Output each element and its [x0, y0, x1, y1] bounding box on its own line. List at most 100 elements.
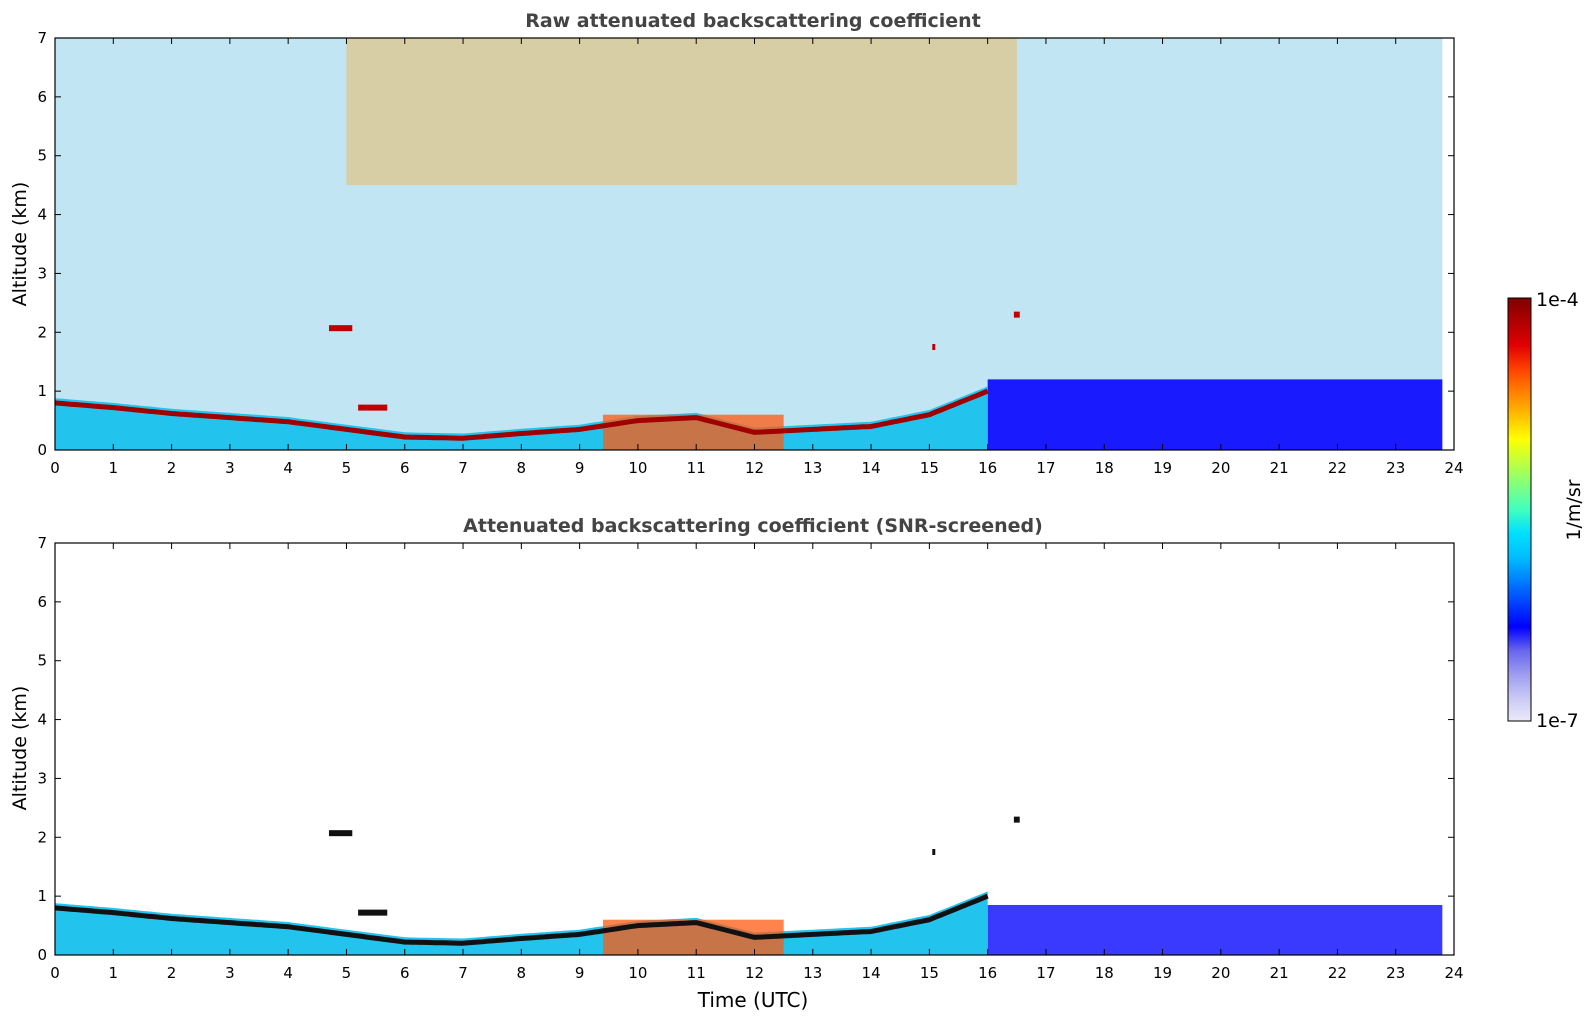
cloud-feature	[1013, 816, 1020, 823]
cloud-feature	[1013, 311, 1020, 318]
x-tick-label: 23	[1386, 964, 1405, 982]
x-tick-label: 8	[517, 459, 527, 477]
x-tick-label: 3	[225, 964, 235, 982]
x-tick-label: 15	[920, 459, 939, 477]
panel-title: Attenuated backscattering coefficient (S…	[463, 515, 1043, 537]
panel-snr-screened: Attenuated backscattering coefficient (S…	[9, 515, 1464, 1012]
y-tick-label: 7	[37, 29, 47, 47]
cloud-feature	[358, 909, 388, 916]
x-tick-label: 0	[50, 964, 60, 982]
x-tick-label: 3	[225, 459, 235, 477]
y-tick-label: 1	[37, 382, 47, 400]
x-tick-label: 8	[517, 964, 527, 982]
low-signal-region	[987, 379, 1443, 450]
x-tick-label: 20	[1211, 459, 1230, 477]
y-tick-label: 1	[37, 887, 47, 905]
x-tick-label: 24	[1444, 964, 1463, 982]
x-tick-label: 1	[109, 459, 119, 477]
colorbar-max-label: 1e-4	[1536, 289, 1579, 311]
heatmap-area	[54, 38, 1443, 450]
cloud-feature	[932, 344, 936, 350]
boundary-layer	[55, 891, 988, 955]
x-tick-label: 17	[1036, 964, 1055, 982]
y-tick-label: 0	[37, 441, 47, 459]
panel-raw: Raw attenuated backscattering coefficien…	[9, 10, 1464, 477]
x-axis: 0 1 2 3 4 5 6 7 8 9 10 11 12 13 14 15 16 17 18 19 20 21 22 23 24	[50, 543, 1464, 982]
x-tick-label: 21	[1270, 459, 1289, 477]
x-tick-label: 4	[283, 459, 293, 477]
x-tick-label: 11	[687, 964, 706, 982]
y-axis: 0 1 2 3 4 5 6 7	[37, 534, 1454, 964]
y-tick-label: 0	[37, 946, 47, 964]
x-tick-label: 9	[575, 964, 585, 982]
x-tick-label: 18	[1095, 964, 1114, 982]
x-tick-label: 13	[803, 964, 822, 982]
y-tick-label: 7	[37, 534, 47, 552]
x-tick-label: 12	[745, 459, 764, 477]
high-noise-region	[346, 38, 1017, 186]
x-tick-label: 19	[1153, 964, 1172, 982]
x-tick-label: 12	[745, 964, 764, 982]
y-tick-label: 6	[37, 593, 47, 611]
x-tick-label: 13	[803, 459, 822, 477]
x-tick-label: 11	[687, 459, 706, 477]
y-tick-label: 6	[37, 88, 47, 106]
layer-top-line	[54, 893, 989, 946]
x-tick-label: 10	[628, 459, 647, 477]
x-tick-label: 6	[400, 964, 410, 982]
cloud-feature	[328, 830, 353, 837]
panel-title: Raw attenuated backscattering coefficien…	[525, 10, 981, 32]
x-tick-label: 22	[1328, 964, 1347, 982]
x-tick-label: 4	[283, 964, 293, 982]
x-tick-label: 15	[920, 964, 939, 982]
x-tick-label: 6	[400, 459, 410, 477]
plot-frame	[54, 542, 1455, 956]
x-tick-label: 23	[1386, 459, 1405, 477]
x-tick-label: 2	[167, 964, 177, 982]
x-tick-label: 14	[862, 964, 881, 982]
x-tick-label: 0	[50, 459, 60, 477]
y-tick-label: 5	[37, 147, 47, 165]
x-tick-label: 14	[862, 459, 881, 477]
y-tick-label: 4	[37, 206, 47, 224]
x-tick-label: 9	[575, 459, 585, 477]
x-axis-label: Time (UTC)	[697, 988, 809, 1012]
x-tick-label: 19	[1153, 459, 1172, 477]
cloud-feature	[328, 325, 353, 332]
x-tick-label: 20	[1211, 964, 1230, 982]
x-tick-label: 7	[458, 964, 468, 982]
x-tick-label: 21	[1270, 964, 1289, 982]
y-axis-label: Altitude (km)	[9, 182, 31, 307]
x-tick-label: 18	[1095, 459, 1114, 477]
y-axis-label: Altitude (km)	[9, 686, 31, 811]
y-tick-label: 2	[37, 828, 47, 846]
y-tick-label: 3	[37, 264, 47, 282]
x-tick-label: 16	[978, 459, 997, 477]
cloud-feature	[358, 404, 388, 411]
x-tick-label: 16	[978, 964, 997, 982]
low-signal-region	[987, 904, 1443, 955]
x-tick-label: 2	[167, 459, 177, 477]
y-tick-label: 4	[37, 711, 47, 729]
x-tick-label: 5	[342, 459, 352, 477]
y-tick-label: 2	[37, 323, 47, 341]
x-tick-label: 24	[1444, 459, 1463, 477]
x-tick-label: 10	[628, 964, 647, 982]
x-axis: 0 1 2 3 4 5 6 7 8 9 10 11 12 13 14 15 16 17 18 19 20 21 22 23 24	[50, 38, 1464, 477]
layer-top-line	[54, 388, 989, 441]
x-tick-label: 7	[458, 459, 468, 477]
colorbar-unit-label: 1/m/sr	[1563, 479, 1585, 540]
x-tick-label: 22	[1328, 459, 1347, 477]
y-tick-label: 3	[37, 769, 47, 787]
x-tick-label: 1	[109, 964, 119, 982]
colorbar-min-label: 1e-7	[1536, 710, 1579, 732]
x-tick-label: 17	[1036, 459, 1055, 477]
heatmap-area	[54, 816, 1443, 955]
cloud-feature	[932, 849, 936, 855]
colorbar: 1e-4 1e-7 1/m/sr	[1507, 289, 1585, 732]
colorbar-gradient	[1507, 297, 1532, 722]
x-tick-label: 5	[342, 964, 352, 982]
y-axis: 0 1 2 3 4 5 6 7	[37, 29, 1454, 459]
y-tick-label: 5	[37, 652, 47, 670]
